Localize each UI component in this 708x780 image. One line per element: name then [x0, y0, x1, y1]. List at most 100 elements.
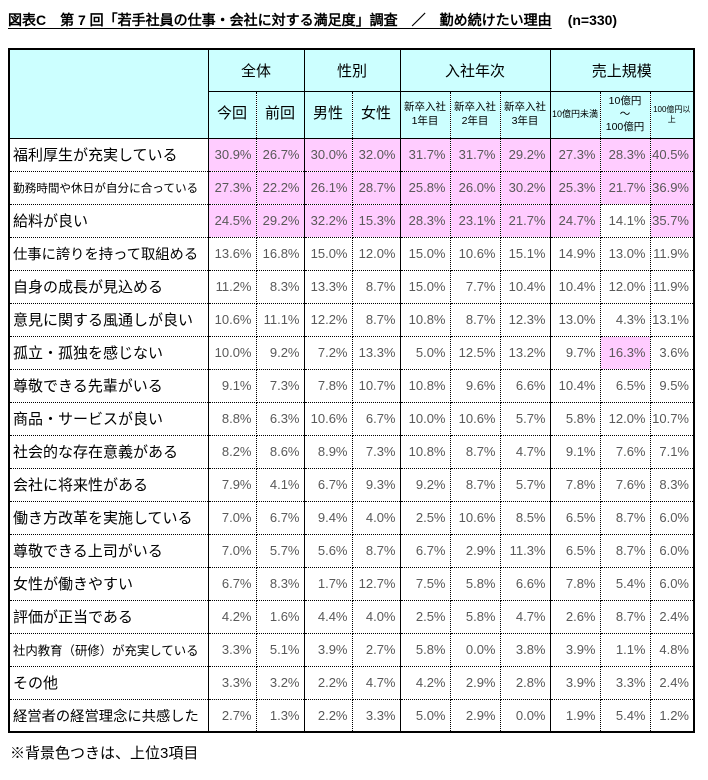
value-cell: 25.3%: [549, 170, 601, 205]
value-cell: 2.9%: [449, 698, 501, 733]
col-header-female: 女性: [351, 90, 401, 139]
value-cell: 13.2%: [499, 335, 551, 370]
value-cell: 7.8%: [549, 467, 601, 502]
value-cell: 5.6%: [303, 533, 353, 568]
group-header-seibetsu: 性別: [303, 48, 401, 92]
row-label: 尊敬できる先輩がいる: [9, 368, 209, 403]
row-label: 意見に関する風通しが良い: [9, 302, 209, 337]
value-cell: 7.3%: [351, 434, 401, 469]
col-header-under-1b: 10億円未満: [549, 90, 601, 139]
value-cell: 26.0%: [449, 170, 501, 205]
value-cell: 11.9%: [649, 269, 695, 304]
value-cell: 1.2%: [649, 698, 695, 733]
value-cell: 13.1%: [649, 302, 695, 337]
table-header: 全体 性別 入社年次 売上規模 今回 前回 男性 女性 新卒入社 1年目 新卒入…: [9, 48, 695, 139]
value-cell: 10.6%: [207, 302, 257, 337]
value-cell: 40.5%: [649, 137, 695, 172]
table-row: 仕事に誇りを持って取組める 13.6% 16.8% 15.0% 12.0% 15.0% 10…: [9, 236, 695, 271]
value-cell: 3.8%: [499, 632, 551, 667]
value-cell: 9.7%: [549, 335, 601, 370]
corner-cell: [9, 49, 209, 139]
value-cell: 24.7%: [549, 203, 601, 238]
value-cell: 4.0%: [351, 500, 401, 535]
value-cell: 28.3%: [399, 203, 451, 238]
value-cell: 6.5%: [549, 533, 601, 568]
value-cell: 3.3%: [351, 698, 401, 733]
value-cell: 3.9%: [303, 632, 353, 667]
value-cell: 26.7%: [255, 137, 305, 172]
value-cell: 6.0%: [649, 500, 695, 535]
value-cell: 8.9%: [303, 434, 353, 469]
value-cell: 5.7%: [499, 401, 551, 436]
value-cell: 14.1%: [599, 203, 651, 238]
value-cell: 8.5%: [499, 500, 551, 535]
value-cell: 4.3%: [599, 302, 651, 337]
value-cell: 5.8%: [549, 401, 601, 436]
value-cell: 6.0%: [649, 566, 695, 601]
value-cell: 10.8%: [399, 434, 451, 469]
table-row: 勤務時間や休日が自分に合っている 27.3% 22.2% 26.1% 28.7% 25.8…: [9, 170, 695, 205]
value-cell: 7.8%: [303, 368, 353, 403]
value-cell: 8.7%: [449, 467, 501, 502]
value-cell: 11.1%: [255, 302, 305, 337]
value-cell: 21.7%: [599, 170, 651, 205]
table-row: 会社に将来性がある 7.9% 4.1% 6.7% 9.3% 9.2% 8.7% 5.7% 7.8…: [9, 467, 695, 502]
value-cell: 11.2%: [207, 269, 257, 304]
value-cell: 0.0%: [449, 632, 501, 667]
value-cell: 36.9%: [649, 170, 695, 205]
footnote: ※背景色つきは、上位3項目: [10, 745, 199, 762]
page-title: 図表C 第 7 回「若手社員の仕事・会社に対する満足度」調査 ／ 勤め続けたい理…: [8, 10, 617, 30]
value-cell: 10.4%: [499, 269, 551, 304]
satisfaction-table: 全体 性別 入社年次 売上規模 今回 前回 男性 女性 新卒入社 1年目 新卒入…: [8, 48, 695, 733]
col-header-year3: 新卒入社 3年目: [499, 90, 551, 139]
table-row: 社内教育（研修）が充実している 3.3% 5.1% 3.9% 2.7% 5.8% 0.0% 3…: [9, 632, 695, 667]
value-cell: 7.9%: [207, 467, 257, 502]
value-cell: 2.4%: [649, 599, 695, 634]
row-label: 商品・サービスが良い: [9, 401, 209, 436]
value-cell: 9.5%: [649, 368, 695, 403]
row-label: 社内教育（研修）が充実している: [9, 632, 209, 667]
value-cell: 4.8%: [649, 632, 695, 667]
value-cell: 6.7%: [303, 467, 353, 502]
value-cell: 2.8%: [499, 665, 551, 700]
table-row: その他 3.3% 3.2% 2.2% 4.7% 4.2% 2.9% 2.8% 3.9% 3.3% 2…: [9, 665, 695, 700]
value-cell: 1.6%: [255, 599, 305, 634]
table-row: 福利厚生が充実している 30.9% 26.7% 30.0% 32.0% 31.7% 31.7…: [9, 137, 695, 172]
row-label: 会社に将来性がある: [9, 467, 209, 502]
value-cell: 6.5%: [599, 368, 651, 403]
value-cell: 6.6%: [499, 566, 551, 601]
value-cell: 3.3%: [599, 665, 651, 700]
value-cell: 3.2%: [255, 665, 305, 700]
value-cell: 5.8%: [399, 632, 451, 667]
row-label: 給料が良い: [9, 203, 209, 238]
row-label: 働き方改革を実施している: [9, 500, 209, 535]
value-cell: 8.7%: [599, 500, 651, 535]
value-cell: 9.1%: [549, 434, 601, 469]
row-label: 仕事に誇りを持って取組める: [9, 236, 209, 271]
row-label: 孤立・孤独を感じない: [9, 335, 209, 370]
value-cell: 7.7%: [449, 269, 501, 304]
value-cell: 10.6%: [449, 236, 501, 271]
row-label: その他: [9, 665, 209, 700]
value-cell: 8.7%: [449, 302, 501, 337]
value-cell: 23.1%: [449, 203, 501, 238]
value-cell: 3.3%: [207, 632, 257, 667]
value-cell: 30.9%: [207, 137, 257, 172]
value-cell: 25.8%: [399, 170, 451, 205]
value-cell: 9.1%: [207, 368, 257, 403]
value-cell: 5.8%: [449, 566, 501, 601]
value-cell: 10.7%: [649, 401, 695, 436]
col-header-year1: 新卒入社 1年目: [399, 90, 451, 139]
value-cell: 7.6%: [599, 434, 651, 469]
value-cell: 2.2%: [303, 698, 353, 733]
value-cell: 10.6%: [449, 401, 501, 436]
value-cell: 15.0%: [399, 236, 451, 271]
value-cell: 2.7%: [351, 632, 401, 667]
value-cell: 8.7%: [599, 599, 651, 634]
value-cell: 11.3%: [499, 533, 551, 568]
col-header-year2: 新卒入社 2年目: [449, 90, 501, 139]
value-cell: 6.5%: [549, 500, 601, 535]
value-cell: 7.5%: [399, 566, 451, 601]
value-cell: 9.6%: [449, 368, 501, 403]
